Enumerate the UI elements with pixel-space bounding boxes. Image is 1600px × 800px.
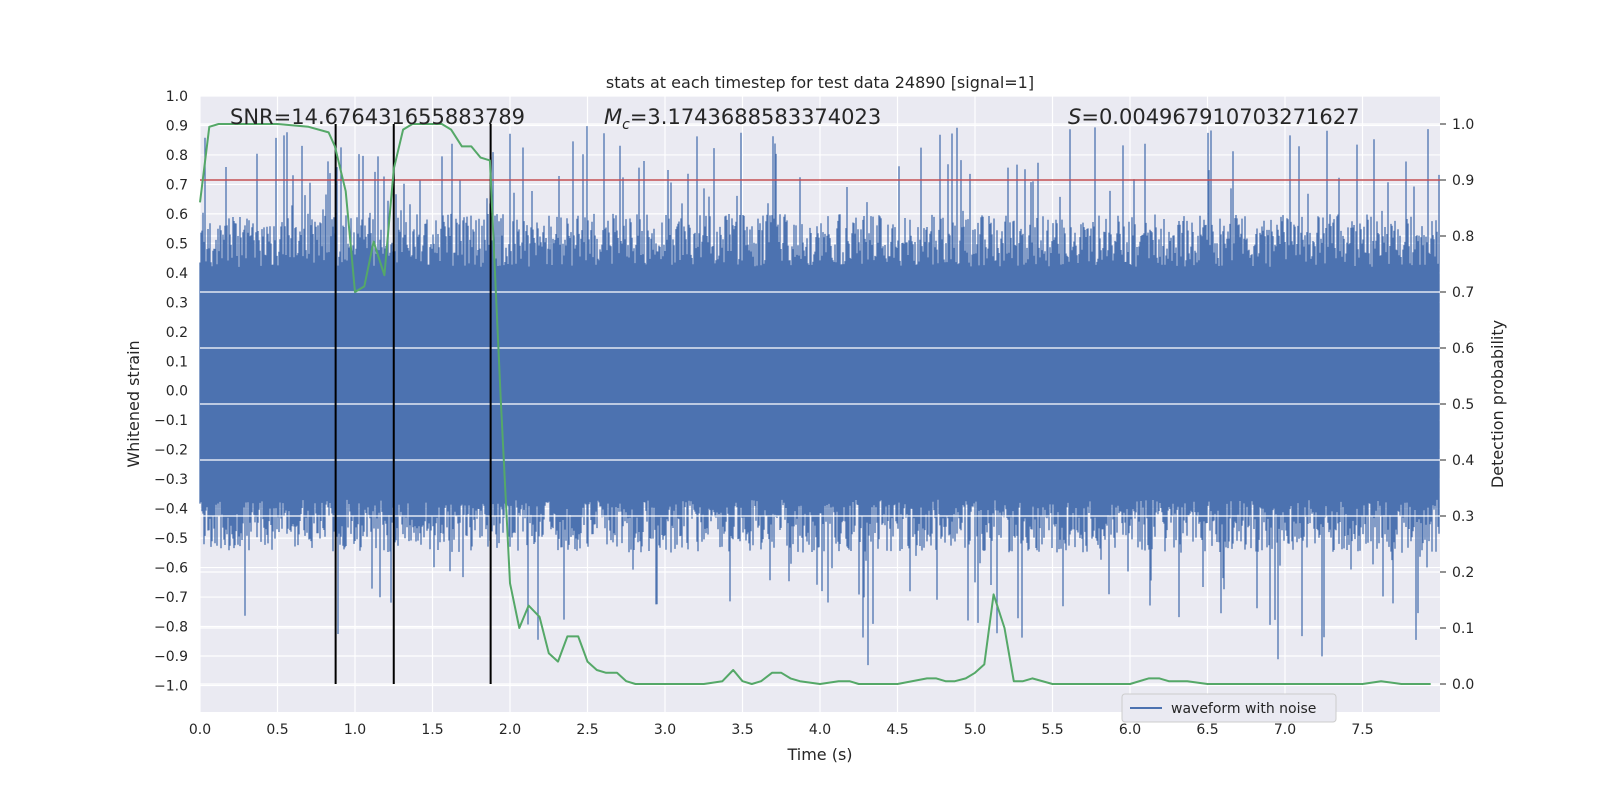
x-tick-label: 3.0 [654,722,676,738]
y-left-tick-label: 0.5 [166,236,188,252]
y-left-tick-label: 0.6 [166,207,188,223]
y-left-tick-label: 0.7 [166,177,188,193]
probability-series [199,123,1431,685]
legend-box [1121,693,1337,723]
y-left-tick-label: 0.2 [166,325,188,341]
chart-title: stats at each timestep for test data 248… [606,73,1034,92]
y-right-tick-labels: 1.0 0.9 0.8 0.7 0.6 0.5 0.4 0.3 0.2 0.1 0.0 [1440,117,1474,693]
y-left-tick-label: −0.6 [154,561,188,577]
x-tick-label: 6.5 [1196,722,1218,738]
y-right-tick-label: 0.7 [1452,285,1474,301]
x-tick-label: 7.5 [1351,722,1373,738]
s-annotation: S=0.004967910703271627 [1068,105,1359,129]
y-left-tick-label: 0.0 [166,384,188,400]
y-left-tick-label: −0.3 [154,472,188,488]
x-tick-label: 1.0 [344,722,366,738]
y-left-tick-label: −0.5 [154,531,188,547]
waveform-with-noise-line [199,126,1440,666]
annotations: SNR=14.676431655883789 Mc=3.174368858337… [230,105,1359,133]
y-right-tick-label: 0.9 [1452,173,1474,189]
y-left-tick-label: −0.2 [154,443,188,459]
legend: waveform with noise [1121,693,1337,723]
y-left-tick-label: −0.4 [154,502,188,518]
y-left-tick-label: 0.8 [166,148,188,164]
y-left-tick-label: 0.9 [166,118,188,134]
y-right-tick-label: 0.3 [1452,509,1474,525]
x-tick-labels: 0.0 0.5 1.0 1.5 2.0 2.5 3.0 3.5 4.0 4.5 5.0 5.5 6.0 6… [189,722,1374,738]
y-left-tick-label: 0.1 [166,354,188,370]
y-left-tick-label: 1.0 [166,89,188,105]
detection-probability-line [199,123,1431,685]
x-tick-label: 1.5 [421,722,443,738]
x-tick-label: 3.5 [731,722,753,738]
y-left-tick-label: 0.4 [166,266,188,282]
chirp-mass-symbol: M [604,105,622,129]
y-right-tick-label: 0.1 [1452,621,1474,637]
x-tick-label: 4.0 [809,722,831,738]
legend-label-waveform: waveform with noise [1171,701,1316,717]
waveform-series [199,126,1440,666]
x-tick-label: 0.5 [266,722,288,738]
x-tick-label: 5.5 [1041,722,1063,738]
vertical-markers [334,124,492,684]
y-right-tick-label: 0.8 [1452,229,1474,245]
chirp-mass-annotation: Mc=3.1743688583374023 [604,105,881,133]
x-tick-label: 7.0 [1274,722,1296,738]
y-left-tick-label: −0.7 [154,590,188,606]
y-right-tick-label: 0.2 [1452,565,1474,581]
chirp-mass-value: =3.1743688583374023 [630,105,881,129]
y-right-axis-label: Detection probability [1488,320,1507,488]
x-tick-label: 0.0 [189,722,211,738]
x-axis-label: Time (s) [786,745,852,764]
y-left-tick-label: −1.0 [154,678,188,694]
x-tick-label: 2.0 [499,722,521,738]
x-tick-label: 6.0 [1119,722,1141,738]
x-tick-label: 2.5 [576,722,598,738]
y-left-tick-label: −0.1 [154,413,188,429]
y-right-tick-label: 0.5 [1452,397,1474,413]
y-left-axis-label: Whitened strain [124,340,143,467]
y-right-tick-label: 0.6 [1452,341,1474,357]
chirp-mass-subscript: c [622,117,630,133]
snr-annotation: SNR=14.676431655883789 [230,105,525,129]
y-right-tick-label: 1.0 [1452,117,1474,133]
y-right-tick-label: 0.4 [1452,453,1474,469]
y-left-tick-labels: 1.0 0.9 0.8 0.7 0.6 0.5 0.4 0.3 0.2 0.1 0.0 −0.1 −0.… [154,89,188,694]
s-symbol: S [1068,105,1081,129]
y-left-tick-label: 0.3 [166,295,188,311]
s-value: =0.004967910703271627 [1081,105,1359,129]
y-left-tick-label: −0.8 [154,620,188,636]
x-tick-label: 5.0 [964,722,986,738]
y-right-tick-label: 0.0 [1452,677,1474,693]
x-tick-label: 4.5 [886,722,908,738]
y-left-tick-label: −0.9 [154,649,188,665]
